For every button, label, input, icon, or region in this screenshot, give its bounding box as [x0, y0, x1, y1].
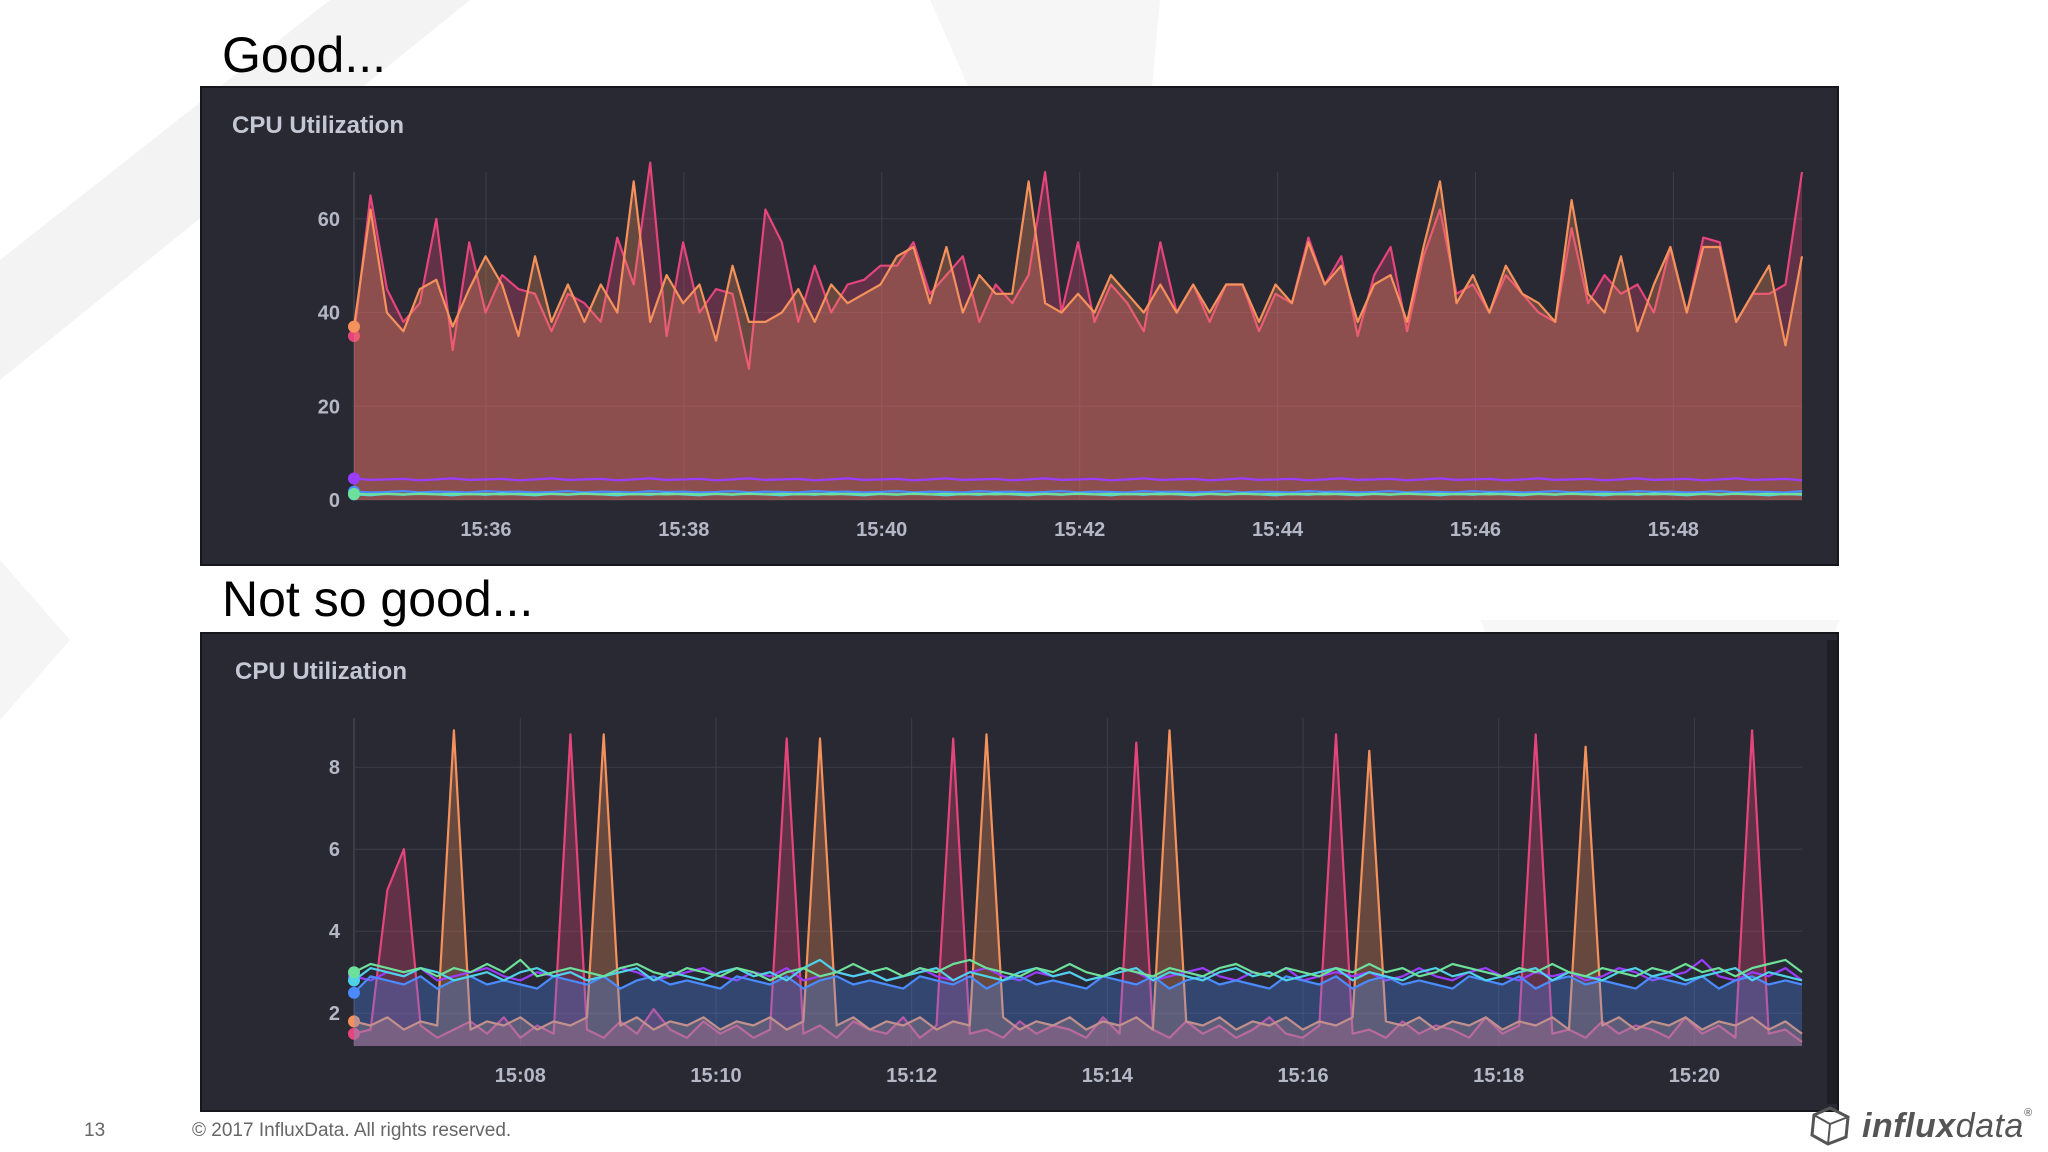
- page-number: 13: [84, 1120, 106, 1141]
- series-purple-start-dot: [348, 472, 360, 485]
- series-blue-start-dot: [348, 986, 360, 999]
- y-tick-label: 20: [318, 396, 340, 418]
- series-pink-line: [353, 729, 1803, 1043]
- heading-good: Good...: [222, 27, 386, 83]
- chart-panel-good: CPU Utilization 0 20 40 60 15:36 15:38 15:40 15…: [200, 86, 1839, 566]
- series-cyan-start-dot: [348, 974, 360, 987]
- cube-icon: [1810, 1106, 1850, 1146]
- x-tick-label: 15:14: [1082, 1065, 1134, 1087]
- x-tick-label: 15:20: [1669, 1065, 1720, 1087]
- series-pink-line: [352, 161, 1804, 370]
- series-pink-start-dot: [348, 330, 360, 342]
- x-tick-label: 15:44: [1252, 519, 1304, 541]
- brand-wordmark: influxdata®: [1862, 1107, 2032, 1146]
- cpu-utilization-chart-good[interactable]: 0 20 40 60 15:36 15:38 15:40 15:42 15:44 15:46 15:…: [202, 88, 1837, 564]
- x-tick-label: 15:42: [1054, 519, 1105, 541]
- series-blue-area: [354, 976, 1802, 1046]
- x-tick-label: 15:36: [460, 519, 511, 541]
- series-purple-line: [353, 477, 1803, 482]
- series-orange-start-dot: [348, 320, 360, 333]
- series-orange-line: [352, 180, 1804, 347]
- x-tick-label: 15:16: [1277, 1065, 1328, 1087]
- chart-panel-not-so-good: CPU Utilization 2 4 6 8 15:08 15:10 15:12 15:14…: [200, 632, 1839, 1112]
- y-tick-label: 40: [318, 303, 340, 325]
- series-green-start-dot: [348, 966, 360, 979]
- y-tick-label: 0: [329, 490, 340, 512]
- x-tick-label: 15:10: [690, 1065, 741, 1087]
- series-blue-line: [353, 975, 1803, 994]
- x-tick-label: 15:40: [856, 519, 907, 541]
- y-tick-label: 60: [318, 209, 340, 231]
- cpu-utilization-chart-not-so-good[interactable]: 2 4 6 8 15:08 15:10 15:12 15:14 15:16 15:18 15:20: [202, 634, 1837, 1110]
- x-tick-label: 15:48: [1648, 519, 1699, 541]
- series-orange-area: [354, 181, 1802, 500]
- brand-light: data: [1955, 1106, 2024, 1145]
- series-pink-area: [354, 162, 1802, 500]
- y-tick-label: 6: [329, 839, 340, 861]
- series-green-line: [353, 492, 1803, 496]
- panel-scrollbar[interactable]: [1827, 640, 1837, 1104]
- x-tick-label: 15:08: [495, 1065, 546, 1087]
- series-green-start-dot: [348, 487, 360, 500]
- x-tick-label: 15:38: [658, 519, 709, 541]
- series-cyan-line: [353, 958, 1803, 982]
- series-orange-start-dot: [348, 1015, 360, 1028]
- y-tick-label: 4: [329, 921, 341, 943]
- copyright: © 2017 InfluxData. All rights reserved.: [192, 1120, 512, 1141]
- series-green-line: [353, 958, 1803, 982]
- brand-registered-mark: ®: [2023, 1106, 2033, 1119]
- brand-bold: influx: [1862, 1106, 1956, 1145]
- y-tick-label: 2: [329, 1003, 340, 1025]
- chart-title: CPU Utilization: [232, 112, 404, 139]
- influxdata-logo: influxdata®: [1808, 1104, 2032, 1148]
- series-orange-line: [353, 729, 1803, 1035]
- x-tick-label: 15:18: [1473, 1065, 1524, 1087]
- series-pink-start-dot: [348, 1027, 360, 1040]
- y-tick-label: 8: [329, 757, 340, 779]
- x-tick-label: 15:12: [886, 1065, 937, 1087]
- heading-not-so-good: Not so good...: [222, 571, 534, 627]
- chart-title: CPU Utilization: [235, 658, 407, 685]
- x-tick-label: 15:46: [1450, 519, 1501, 541]
